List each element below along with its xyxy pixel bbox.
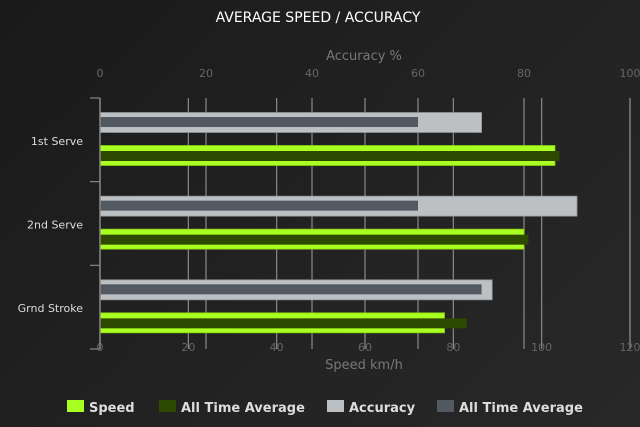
legend-swatch [67,400,84,412]
top-tick-label: 20 [199,67,213,80]
bottom-tick-label: 120 [620,341,640,354]
chart-title: AVERAGE SPEED / ACCURACY [216,10,421,26]
bottom-tick-label: 20 [181,341,195,354]
category-label: 2nd Serve [27,219,83,232]
legend-label: Speed [89,401,135,416]
bar-accuracy-average [100,284,482,295]
category-label: Grnd Stroke [18,302,84,315]
top-tick-label: 40 [305,67,319,80]
bar-accuracy-average [100,117,418,127]
legend-swatch [437,400,454,412]
legend: Speed All Time Average Accuracy All Time Av… [67,400,583,416]
bottom-axis-label: Speed km/h [325,358,403,373]
legend-label: Accuracy [349,401,416,416]
bottom-tick-label: 100 [531,341,552,354]
legend-swatch [327,400,344,412]
top-tick-label: 0 [97,67,104,80]
bar-speed-average [100,151,560,161]
category-label: 1st Serve [31,135,83,148]
top-tick-label: 60 [411,67,425,80]
legend-label: All Time Average [459,401,583,416]
bar-speed-average [100,318,467,329]
legend-swatch [159,400,176,412]
bar-accuracy-average [100,200,418,211]
top-tick-label: 80 [517,67,531,80]
bottom-tick-label: 40 [270,341,284,354]
top-axis-label: Accuracy % [326,49,402,64]
top-tick-label: 100 [620,67,640,80]
bottom-tick-label: 60 [358,341,372,354]
bar-speed-average [100,234,529,245]
bottom-tick-label: 80 [446,341,460,354]
legend-label: All Time Average [181,401,305,416]
